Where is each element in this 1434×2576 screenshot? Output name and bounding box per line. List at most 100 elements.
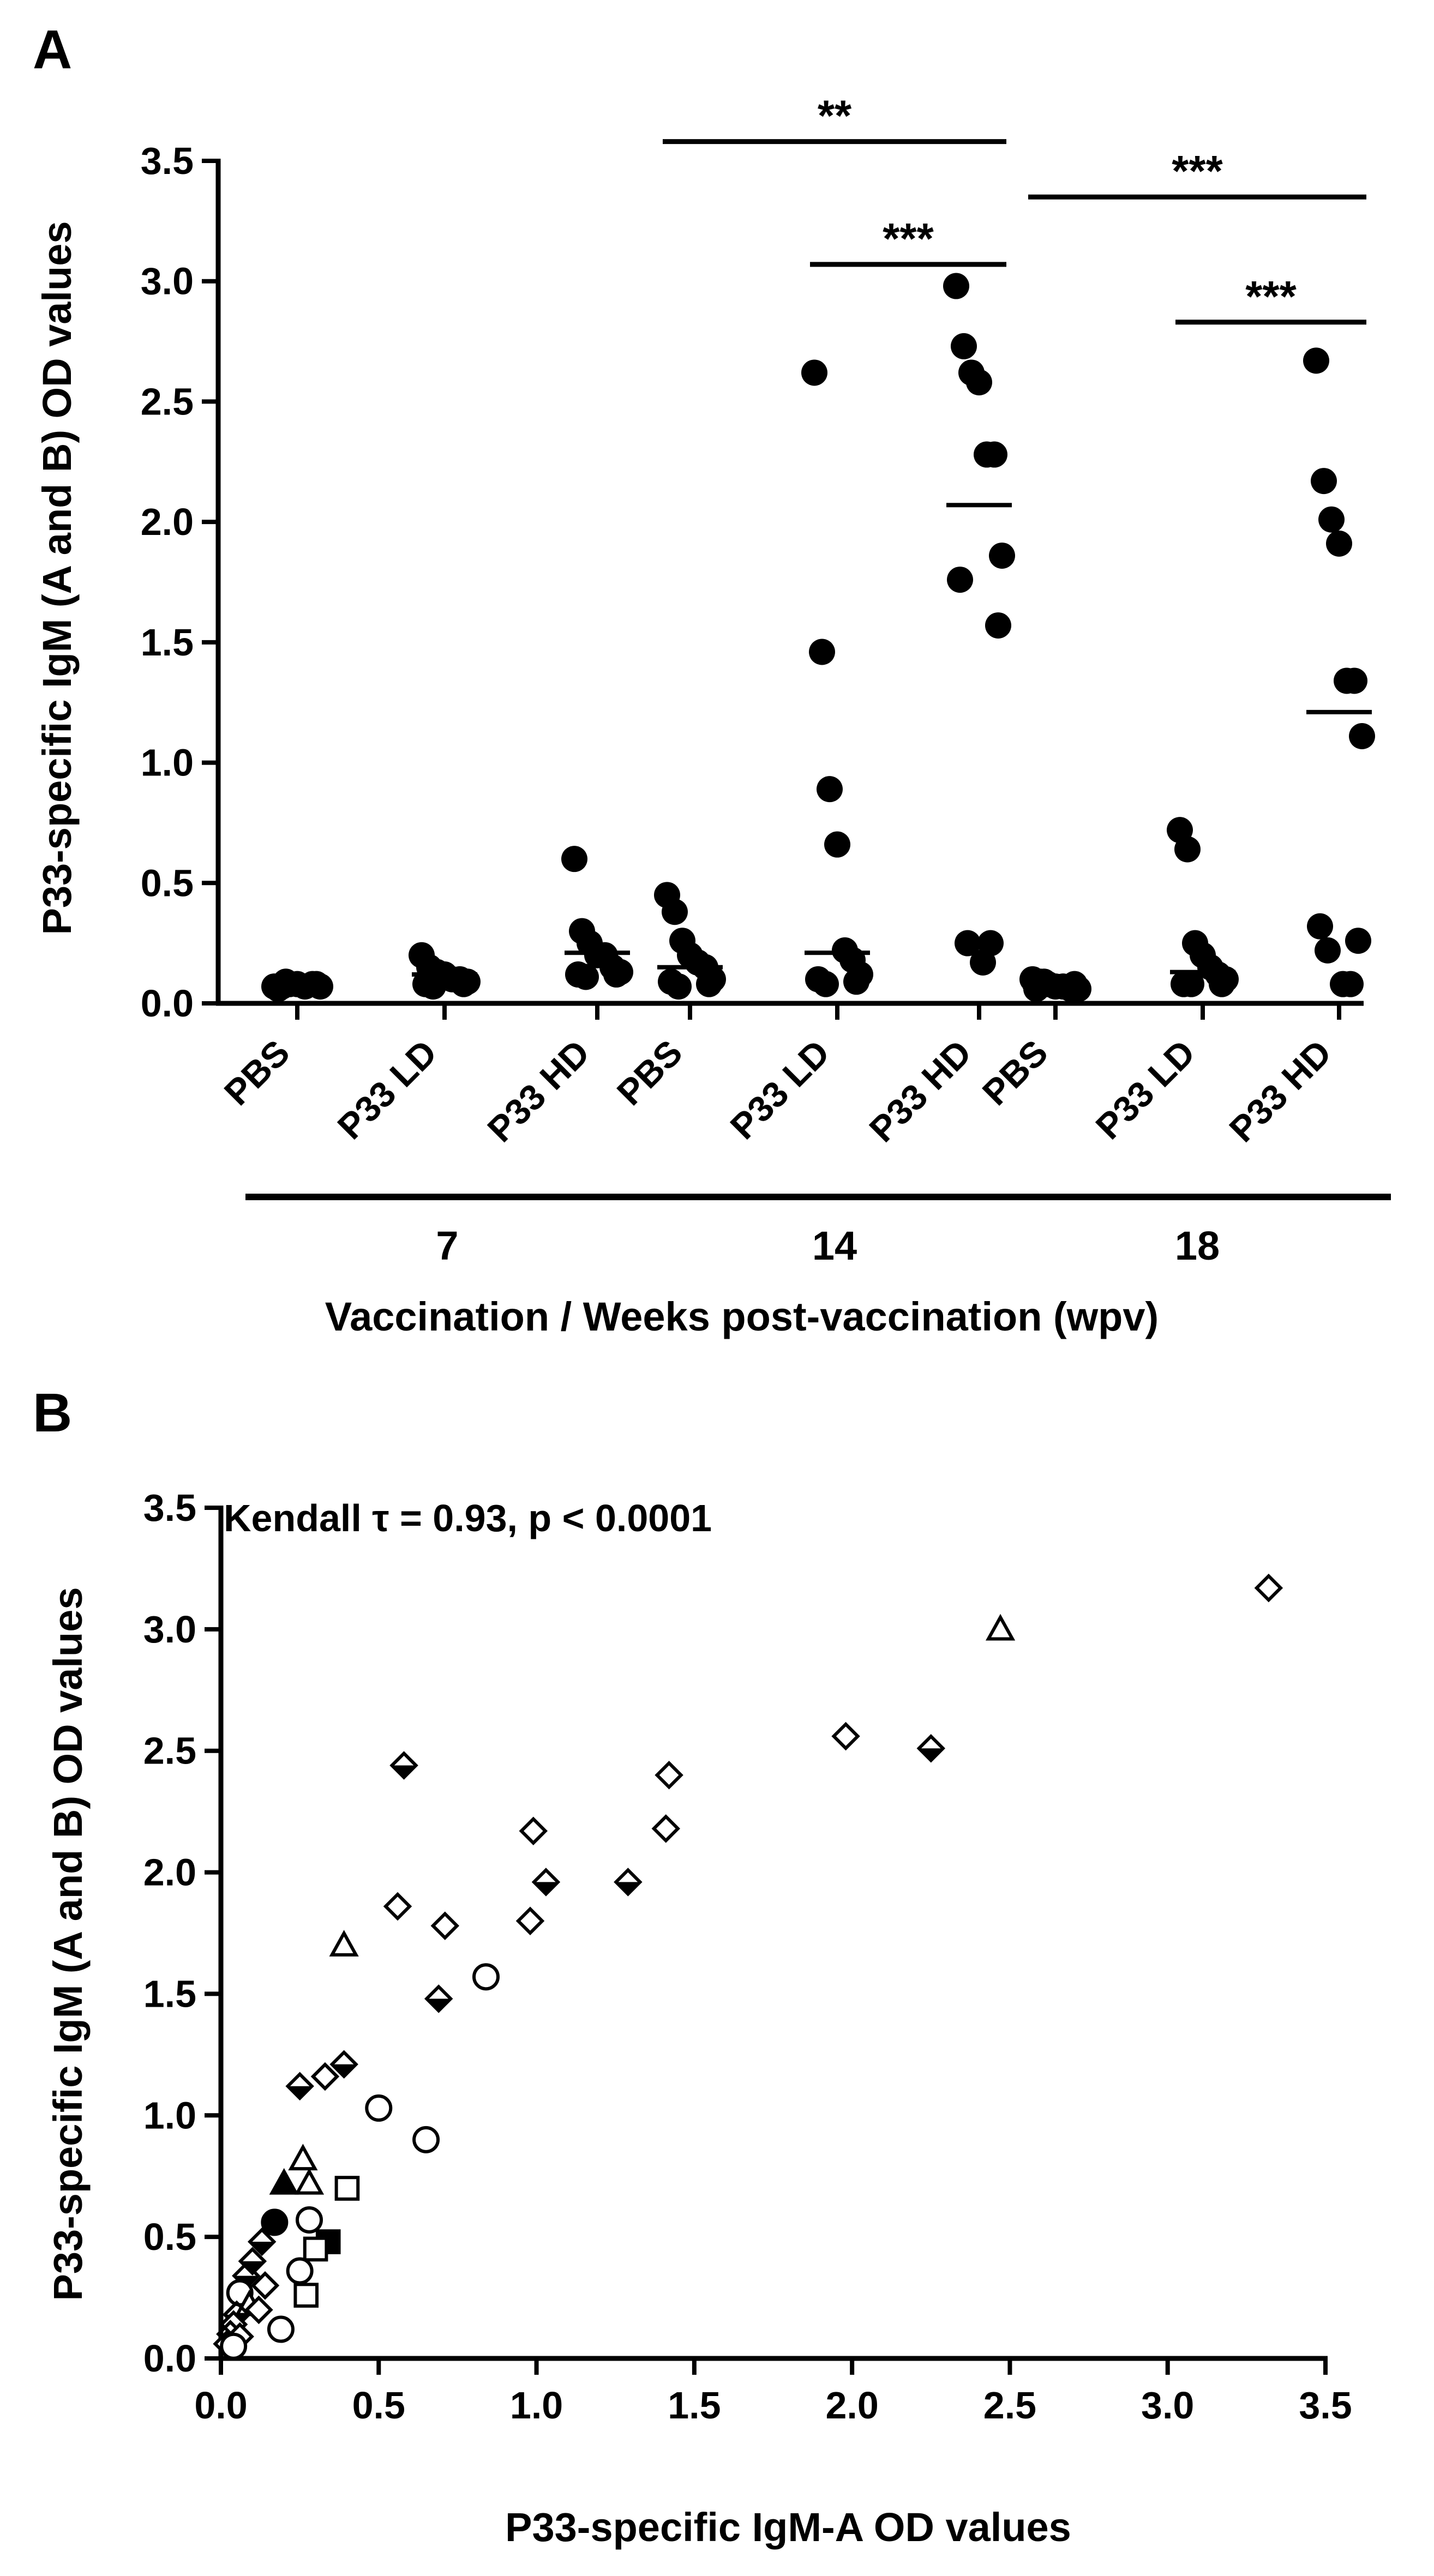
y-tick-label: 0.0 xyxy=(141,982,194,1025)
y-tick-label: 1.5 xyxy=(143,1972,196,2015)
data-point xyxy=(412,2126,440,2153)
data-point xyxy=(273,968,299,995)
data-point xyxy=(955,930,981,956)
y-tick-label: 3.0 xyxy=(141,260,194,303)
x-tick-label: 1.5 xyxy=(668,2384,721,2427)
data-point xyxy=(1311,468,1337,495)
y-tick-label: 1.0 xyxy=(141,742,194,784)
x-tick-label: 3.0 xyxy=(1141,2384,1194,2427)
significance-stars: *** xyxy=(1245,272,1297,321)
data-point xyxy=(285,2072,314,2101)
data-point xyxy=(515,1906,545,1935)
data-point-fill xyxy=(332,2064,356,2077)
data-point xyxy=(817,776,843,803)
data-point xyxy=(1349,723,1375,750)
data-point xyxy=(294,2168,325,2195)
y-tick-label: 1.0 xyxy=(143,2094,196,2136)
data-point xyxy=(1061,971,1088,997)
x-tick-label: 2.5 xyxy=(983,2384,1036,2427)
x-category-label: PBS xyxy=(975,1032,1055,1113)
data-point xyxy=(519,1816,548,1846)
data-point xyxy=(824,831,850,858)
data-point xyxy=(813,971,839,997)
x-tick-label: 0.5 xyxy=(352,2384,405,2427)
data-point xyxy=(665,973,692,1000)
data-point xyxy=(1303,347,1329,374)
data-point xyxy=(1307,913,1333,940)
panel-b-chart: 0.0 0.5 1.0 1.5 2.0 2.5 3.0 3.5 0.0 0.5 1.0 1.5 2.0 2… xyxy=(143,1486,1352,2427)
panel-b-kendall-annotation: Kendall τ = 0.93, p < 0.0001 xyxy=(224,1497,712,1539)
data-point xyxy=(573,964,599,990)
x-tick-label: 2.0 xyxy=(825,2384,878,2427)
data-point xyxy=(809,639,835,665)
panel-b-y-axis-label: P33-specific IgM (A and B) OD values xyxy=(45,1587,91,2301)
y-tick-label: 2.0 xyxy=(141,501,194,543)
y-tick-label: 0.5 xyxy=(143,2216,196,2258)
data-point xyxy=(831,1722,860,1751)
data-point xyxy=(310,2062,340,2091)
x-tick-label: 3.5 xyxy=(1299,2384,1352,2427)
data-point xyxy=(1341,667,1367,694)
data-point-fill xyxy=(427,1999,451,2011)
data-point xyxy=(1209,971,1235,997)
data-point-fill xyxy=(250,2242,274,2254)
y-tick-label: 2.5 xyxy=(141,380,194,423)
y-tick-label: 3.5 xyxy=(143,1486,196,1529)
data-point xyxy=(1254,1573,1283,1603)
data-point xyxy=(1315,937,1341,964)
x-category-label: P33 HD xyxy=(861,1032,979,1150)
data-point xyxy=(989,542,1015,569)
data-point-fill xyxy=(919,1748,943,1761)
data-point xyxy=(296,2206,323,2234)
data-point xyxy=(383,1892,412,1921)
data-point xyxy=(451,971,477,997)
data-point xyxy=(966,369,992,396)
data-point xyxy=(916,1734,946,1763)
panel-a-y-axis-label: P33-specific IgM (A and B) OD values xyxy=(34,221,80,935)
data-point xyxy=(696,971,722,997)
data-point xyxy=(247,2227,277,2256)
data-point xyxy=(220,2332,248,2360)
data-point xyxy=(943,273,969,299)
data-point xyxy=(286,2257,314,2285)
data-point xyxy=(329,2050,358,2079)
data-point xyxy=(430,1911,460,1940)
data-point xyxy=(261,2208,289,2236)
data-point xyxy=(1318,506,1345,533)
data-point xyxy=(985,1614,1016,1641)
x-category-label: P33 HD xyxy=(479,1032,597,1150)
group-label: 7 xyxy=(436,1223,458,1268)
data-point-fill xyxy=(287,2086,312,2098)
data-point xyxy=(238,2247,267,2276)
data-point xyxy=(244,2295,273,2325)
data-point xyxy=(985,612,1011,639)
x-category-label: PBS xyxy=(217,1032,297,1113)
data-point xyxy=(267,2315,295,2343)
panel-b-label: B xyxy=(33,1382,72,1443)
data-point xyxy=(947,567,973,593)
data-point xyxy=(365,2094,393,2122)
x-tick-label: 1.0 xyxy=(510,2384,563,2427)
data-point xyxy=(843,968,869,995)
group-label: 18 xyxy=(1175,1223,1220,1268)
data-point xyxy=(303,2236,328,2262)
y-tick-label: 2.5 xyxy=(143,1730,196,1772)
data-point xyxy=(334,2176,360,2201)
data-point-fill xyxy=(533,1882,558,1894)
x-category-label: P33 LD xyxy=(329,1032,445,1147)
data-point xyxy=(1345,928,1371,954)
x-category-label: P33 HD xyxy=(1221,1032,1339,1150)
data-point xyxy=(1031,968,1057,995)
data-point xyxy=(288,2144,318,2171)
panel-a-x-axis-label: Vaccination / Weeks post-vaccination (wp… xyxy=(325,1294,1159,1339)
y-tick-label: 0.5 xyxy=(141,862,194,904)
data-point xyxy=(269,2168,299,2195)
x-category-label: P33 LD xyxy=(1088,1032,1203,1147)
data-point xyxy=(1330,971,1356,997)
data-point xyxy=(420,973,446,1000)
y-tick-label: 2.0 xyxy=(143,1851,196,1894)
x-tick-label: 0.0 xyxy=(194,2384,247,2427)
significance-stars: *** xyxy=(1172,147,1223,195)
